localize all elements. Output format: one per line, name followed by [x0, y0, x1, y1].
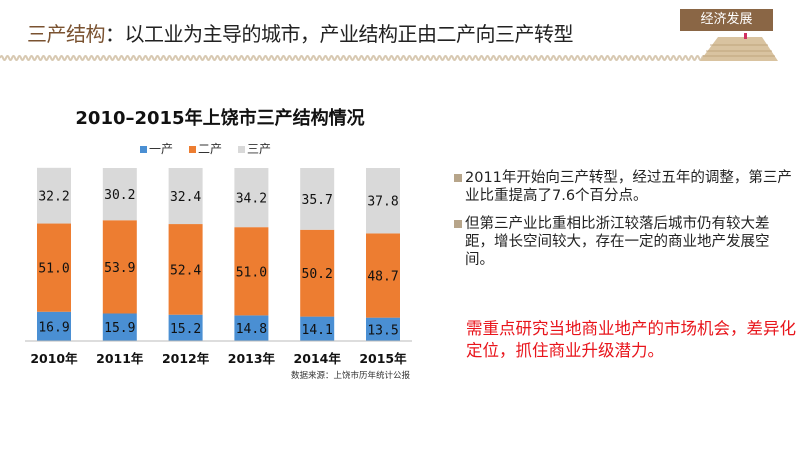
- bar-segment: [300, 168, 335, 230]
- title-highlight: 三产结构: [27, 22, 106, 46]
- title-rest: ：以工业为主导的城市，产业结构正由二产向三产转型: [105, 22, 574, 46]
- data-label: 50.2: [302, 267, 333, 282]
- data-label: 30.2: [104, 188, 135, 203]
- bar-segment: [300, 229, 335, 317]
- bar-segment: [366, 168, 400, 234]
- x-tick-label: 2014年: [294, 351, 342, 366]
- bar-segment: [168, 314, 203, 341]
- data-label: 14.8: [236, 322, 267, 337]
- bar-segment: [366, 317, 400, 341]
- x-tick-label: 2012年: [162, 351, 210, 366]
- bullet-text: 但第三产业比重相比浙江较落后城市仍有较大差距，增长空间较大，存在一定的商业地产发…: [465, 216, 770, 268]
- bar-segment: [102, 168, 137, 221]
- legend-item: 三产: [238, 140, 271, 157]
- data-label: 51.0: [236, 265, 267, 280]
- data-label: 15.2: [170, 322, 201, 337]
- bar-segment: [37, 167, 71, 224]
- bar-segment: [168, 168, 203, 225]
- bar-segment: [37, 223, 71, 312]
- legend-swatch: [140, 146, 147, 153]
- bar-segment: [234, 315, 269, 341]
- data-source: 数据来源：上饶市历年统计公报: [290, 371, 410, 381]
- data-label: 13.5: [367, 323, 398, 338]
- woven-mat-icon: [700, 33, 778, 61]
- data-label: 32.4: [170, 190, 201, 205]
- stacked-bar-chart: 16.9 51.0 32.2 2010年 15.9 53.9 30.2 2011年 15.2 52…: [25, 167, 412, 366]
- bullet-square-icon: [454, 220, 462, 228]
- chart-legend: 一产 二产 三产: [140, 140, 271, 157]
- bar-segment: [168, 224, 203, 315]
- bar-segment: [366, 233, 400, 318]
- data-label: 48.7: [367, 270, 398, 285]
- data-label: 51.0: [38, 262, 69, 277]
- conclusion-text: 需重点研究当地商业地产的市场机会，差异化定位，抓住商业升级潜力。: [466, 319, 796, 360]
- bullet-item: 但第三产业比重相比浙江较落后城市仍有较大差距，增长空间较大，存在一定的商业地产发…: [454, 215, 795, 269]
- bar-segment: [234, 168, 269, 228]
- data-label: 37.8: [367, 195, 398, 210]
- bullet-text: 2011年开始向三产转型，经过五年的调整，第三产业比重提高了7.6个百分点。: [465, 170, 792, 204]
- legend-label: 一产: [149, 142, 174, 156]
- bar-segment: [234, 227, 269, 316]
- data-label: 16.9: [38, 320, 69, 335]
- legend-item: 二产: [189, 140, 222, 157]
- legend-label: 三产: [247, 142, 272, 156]
- data-label: 32.2: [38, 190, 69, 205]
- bullet-item: 2011年开始向三产转型，经过五年的调整，第三产业比重提高了7.6个百分点。: [454, 169, 795, 205]
- bar-segment: [102, 313, 137, 341]
- x-tick-label: 2011年: [96, 351, 144, 366]
- data-label: 35.7: [302, 193, 333, 208]
- x-tick-label: 2015年: [359, 351, 407, 366]
- section-badge: 经济发展: [680, 9, 773, 31]
- legend-label: 二产: [198, 142, 223, 156]
- bar-segment: [37, 311, 71, 341]
- legend-swatch: [189, 146, 197, 153]
- data-label: 52.4: [170, 263, 201, 278]
- data-label: 34.2: [236, 192, 267, 207]
- legend-swatch: [238, 146, 246, 153]
- bar-segment: [300, 316, 335, 341]
- data-label: 53.9: [104, 261, 135, 276]
- wavy-divider: [0, 55, 770, 61]
- slide-title: 三产结构：以工业为主导的城市，产业结构正由二产向三产转型: [27, 18, 574, 47]
- x-tick-label: 2013年: [228, 351, 276, 366]
- chart-title: 2010–2015年上饶市三产结构情况: [75, 108, 365, 129]
- data-label: 15.9: [104, 321, 135, 336]
- data-label: 14.1: [302, 323, 333, 338]
- bullet-square-icon: [454, 174, 462, 182]
- bar-segment: [102, 220, 137, 314]
- legend-item: 一产: [140, 140, 173, 157]
- x-tick-label: 2010年: [30, 351, 78, 366]
